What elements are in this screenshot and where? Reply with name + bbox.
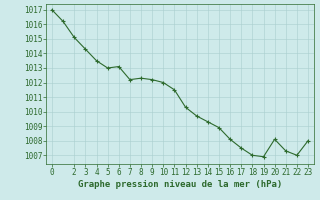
X-axis label: Graphe pression niveau de la mer (hPa): Graphe pression niveau de la mer (hPa): [78, 180, 282, 189]
